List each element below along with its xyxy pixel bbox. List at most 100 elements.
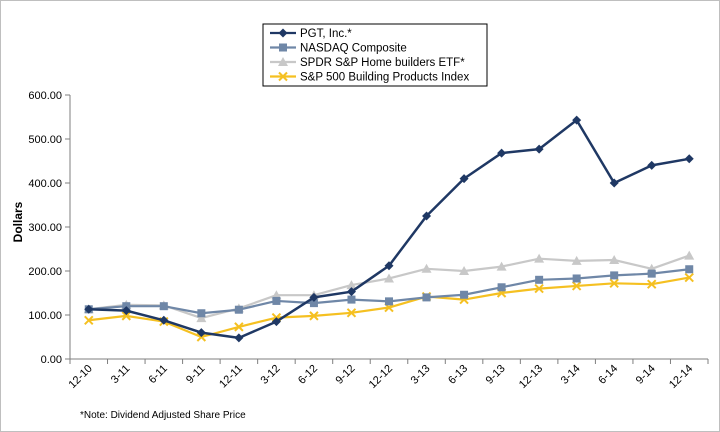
data-point xyxy=(459,266,470,275)
x-tick-label: 12-10 xyxy=(67,363,95,391)
data-point xyxy=(384,261,394,271)
data-point xyxy=(159,315,169,325)
data-point-stroke xyxy=(278,71,288,82)
x-tick-label: 12-14 xyxy=(667,363,695,391)
data-point xyxy=(497,148,507,158)
data-point xyxy=(646,279,657,289)
y-tick-label: 300.00 xyxy=(28,222,62,234)
legend-entry-label: S&P 500 Building Products Index xyxy=(300,72,469,84)
data-point xyxy=(421,263,432,273)
y-tick-labels: 0.00 100.00 200.00 300.00 400.00 500.00 600.00 xyxy=(28,90,62,366)
data-point xyxy=(278,28,288,38)
data-point xyxy=(647,269,656,278)
data-point xyxy=(684,250,695,260)
data-point-stroke xyxy=(309,311,319,321)
y-axis-label: Dollars xyxy=(11,201,25,242)
data-point xyxy=(534,283,544,294)
series-lines xyxy=(83,115,695,343)
series-1 xyxy=(84,265,694,318)
data-point-stroke xyxy=(534,283,544,294)
data-point xyxy=(535,275,544,284)
legend-entry-label: NASDAQ Composite xyxy=(300,43,407,55)
data-point xyxy=(422,293,431,302)
data-point xyxy=(234,322,244,332)
x-tick-label: 9-14 xyxy=(634,363,658,387)
data-point xyxy=(347,295,356,304)
y-tick-label: 500.00 xyxy=(28,134,62,146)
x-tick-label: 6-14 xyxy=(596,363,620,387)
data-point xyxy=(272,296,281,305)
data-point-stroke xyxy=(609,278,619,289)
series-0 xyxy=(84,115,694,343)
data-point xyxy=(609,278,619,289)
x-tick-label: 9-11 xyxy=(184,363,207,386)
data-point xyxy=(346,280,357,290)
data-point xyxy=(196,313,207,323)
legend-entry-label: SPDR S&P Home builders ETF* xyxy=(300,57,465,69)
data-point xyxy=(572,115,582,125)
data-point xyxy=(197,309,206,318)
data-point xyxy=(159,302,168,311)
y-tick-label: 600.00 xyxy=(28,90,62,102)
data-point xyxy=(572,274,581,283)
data-point-stroke xyxy=(646,279,657,289)
data-point xyxy=(685,265,694,274)
data-point xyxy=(234,305,243,314)
data-point xyxy=(385,297,393,306)
y-tick-label: 100.00 xyxy=(28,310,62,322)
data-point xyxy=(279,43,287,52)
y-tick-label: 0.00 xyxy=(41,354,62,366)
data-point-stroke xyxy=(84,315,94,325)
data-point xyxy=(609,178,619,188)
data-point xyxy=(459,174,469,184)
data-point xyxy=(278,57,288,66)
footnote: *Note: Dividend Adjusted Share Price xyxy=(80,410,246,421)
x-tick-label: 3-12 xyxy=(258,363,282,387)
data-point xyxy=(278,71,288,82)
data-point xyxy=(534,253,545,263)
data-point xyxy=(497,283,506,292)
data-point xyxy=(121,311,132,321)
data-point xyxy=(496,261,507,271)
data-point xyxy=(309,292,319,302)
y-tick-label: 200.00 xyxy=(28,266,62,278)
legend-box xyxy=(262,23,488,87)
data-point xyxy=(121,306,131,316)
data-point-stroke xyxy=(346,308,357,318)
data-point xyxy=(309,299,318,308)
data-point xyxy=(384,273,394,283)
x-tick-label: 6-11 xyxy=(146,363,169,386)
x-tick-label: 12-11 xyxy=(217,363,245,391)
data-point xyxy=(271,317,281,327)
data-point xyxy=(346,308,357,318)
data-point xyxy=(84,315,94,325)
x-tick-label: 6-12 xyxy=(296,363,320,387)
legend: PGT, Inc.* NASDAQ Composite SPDR S&P Home … xyxy=(262,23,488,87)
data-point xyxy=(196,328,206,338)
data-point xyxy=(684,272,694,283)
data-point-stroke xyxy=(121,311,132,321)
data-point-stroke xyxy=(571,281,582,291)
x-tick-label: 3-14 xyxy=(559,363,583,387)
axes xyxy=(65,94,709,364)
x-tick-label: 9-12 xyxy=(334,363,358,387)
data-point xyxy=(84,304,94,314)
y-tick-label: 400.00 xyxy=(28,178,62,190)
data-point xyxy=(534,144,544,154)
data-point xyxy=(610,271,619,280)
series-3 xyxy=(84,272,694,342)
x-tick-label: 3-13 xyxy=(409,363,433,387)
data-point xyxy=(346,287,356,297)
x-tick-label: 3-11 xyxy=(109,363,132,386)
x-tick-label: 12-12 xyxy=(367,363,395,391)
legend-entry-label: PGT, Inc.* xyxy=(300,28,352,40)
data-point xyxy=(460,290,469,299)
data-point xyxy=(647,160,657,170)
data-point xyxy=(234,333,244,343)
data-point xyxy=(609,255,620,264)
data-point xyxy=(571,281,582,291)
data-point xyxy=(422,211,432,221)
x-tick-labels: 12-10 3-11 6-11 9-11 12-11 3-12 6-12 9-12 12-12 3… xyxy=(67,363,696,391)
x-tick-label: 6-13 xyxy=(446,363,470,387)
